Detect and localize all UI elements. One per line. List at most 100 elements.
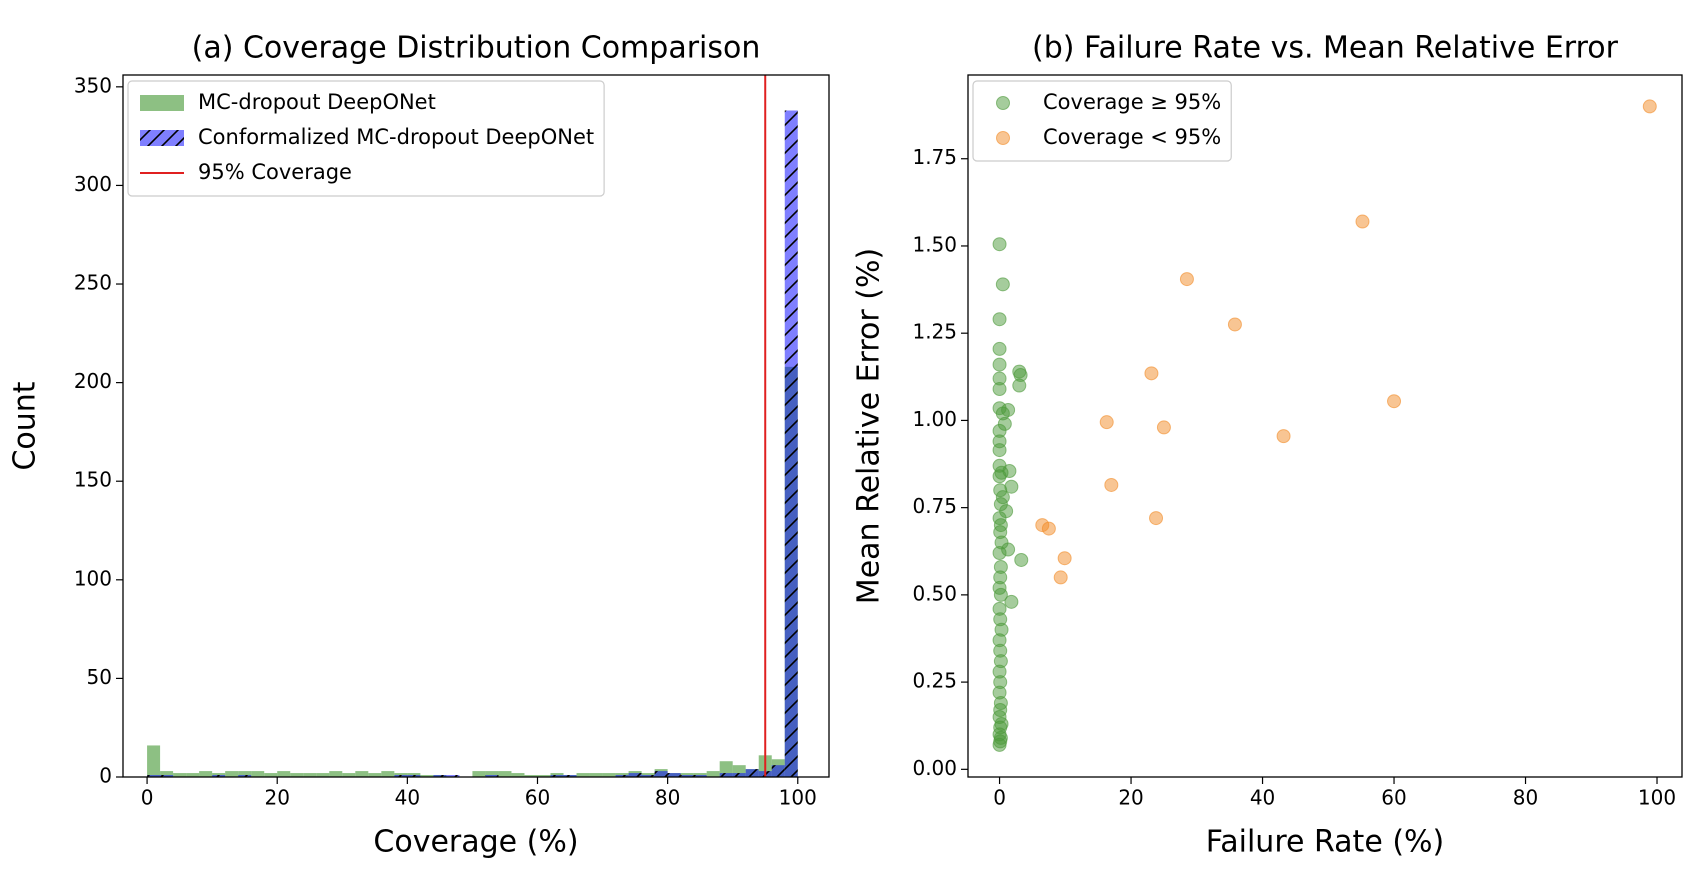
hist-bar — [602, 773, 616, 777]
hist-bar — [212, 775, 226, 777]
scatter-point — [1144, 366, 1159, 381]
chart-title: (b) Failure Rate vs. Mean Relative Error — [1032, 31, 1619, 66]
y-tick-label: 50 — [87, 665, 112, 689]
y-tick-label: 1.50 — [912, 232, 957, 256]
scatter-point — [993, 587, 1008, 602]
scatter-point — [1355, 214, 1370, 229]
hist-bar — [576, 773, 590, 777]
x-tick-label: 80 — [1513, 786, 1538, 810]
legend-label: Coverage < 95% — [1043, 125, 1221, 149]
hist-bar — [251, 771, 265, 777]
scatter-point — [1014, 552, 1029, 567]
hist-bar — [147, 745, 161, 777]
scatter-point — [992, 443, 1007, 458]
hist-bar — [433, 775, 447, 777]
y-tick-label: 0 — [99, 764, 112, 788]
y-tick-label: 250 — [74, 271, 112, 295]
hist-bar — [589, 773, 603, 777]
legend-label: Coverage ≥ 95% — [1043, 90, 1221, 114]
legend-box — [127, 80, 605, 197]
y-tick-label: 0.75 — [912, 494, 957, 518]
scatter-point — [992, 737, 1007, 752]
hist-bar — [186, 773, 200, 777]
y-axis-label: Count — [8, 381, 43, 470]
hist-bar — [264, 773, 278, 777]
scatter-point — [1041, 521, 1056, 536]
y-tick-label: 0.50 — [912, 581, 957, 605]
hist-bar — [407, 775, 421, 777]
legend-marker — [996, 131, 1010, 145]
hist-bar — [745, 769, 759, 777]
hist-bar — [446, 775, 460, 777]
legend-marker — [140, 130, 184, 146]
plot-frame — [122, 74, 830, 778]
x-tick-label: 60 — [525, 786, 550, 810]
scatter-point — [1057, 551, 1072, 566]
scatter-point — [992, 357, 1007, 372]
scatter-point — [1227, 317, 1242, 332]
x-axis-label: Failure Rate (%) — [1206, 825, 1444, 860]
scatter-point — [992, 237, 1007, 252]
scatter-point — [992, 511, 1007, 526]
scatter-point — [993, 497, 1008, 512]
hist-bar — [615, 775, 629, 777]
y-tick-label: 0.25 — [912, 669, 957, 693]
y-tick-label: 1.25 — [912, 320, 957, 344]
scatter-point — [1387, 394, 1402, 409]
y-tick-label: 200 — [74, 369, 112, 393]
scatter-point — [992, 312, 1007, 327]
scatter-point — [1104, 477, 1119, 492]
x-tick-label: 20 — [1118, 786, 1143, 810]
x-tick-label: 60 — [1381, 786, 1406, 810]
x-tick-label: 40 — [395, 786, 420, 810]
scatter-point — [1642, 99, 1657, 114]
hist-bar — [641, 775, 655, 777]
hist-bar — [420, 775, 434, 777]
hist-bar — [329, 771, 343, 777]
y-tick-label: 350 — [74, 73, 112, 97]
hist-bar — [368, 773, 382, 777]
hist-bar — [225, 771, 239, 777]
hist-bar — [355, 771, 369, 777]
x-tick-label: 40 — [1250, 786, 1275, 810]
plot-frame — [967, 74, 1683, 778]
legend-marker — [140, 95, 184, 111]
legend-marker — [996, 96, 1010, 110]
scatter-point — [1156, 420, 1171, 435]
scatter-point — [992, 382, 1007, 397]
chart-title: (a) Coverage Distribution Comparison — [192, 31, 761, 66]
hist-bar — [238, 771, 252, 777]
hist-bar — [732, 773, 746, 777]
y-axis-label: Mean Relative Error (%) — [852, 248, 887, 604]
hist-bar — [277, 771, 291, 777]
y-tick-label: 0.00 — [912, 756, 957, 780]
scatter-point — [1012, 378, 1027, 393]
x-tick-label: 100 — [1638, 786, 1676, 810]
legend-label: 95% Coverage — [198, 160, 352, 184]
legend-label: MC-dropout DeepONet — [198, 90, 436, 114]
hist-bar — [771, 765, 785, 777]
scatter-point — [992, 341, 1007, 356]
scatter-point — [1179, 272, 1194, 287]
scatter-point — [1276, 429, 1291, 444]
hist-bar — [381, 771, 395, 777]
hist-bar — [550, 775, 564, 777]
hist-bar — [160, 775, 174, 777]
x-tick-label: 80 — [655, 786, 680, 810]
hist-bar — [628, 773, 642, 777]
hist-bar — [485, 775, 499, 777]
scatter-point — [993, 483, 1008, 498]
hist-bar — [693, 775, 707, 777]
scatter-point — [992, 546, 1007, 561]
hist-bar — [290, 773, 304, 777]
x-tick-label: 0 — [141, 786, 154, 810]
hist-bar — [394, 775, 408, 777]
hist-bar — [303, 773, 317, 777]
hist-bar — [784, 110, 798, 777]
hist-bar — [537, 775, 551, 777]
scatter-point — [995, 277, 1010, 292]
hist-bar — [563, 775, 577, 777]
scatter-point — [992, 469, 1007, 484]
hist-bar — [199, 771, 213, 777]
y-tick-label: 100 — [74, 566, 112, 590]
